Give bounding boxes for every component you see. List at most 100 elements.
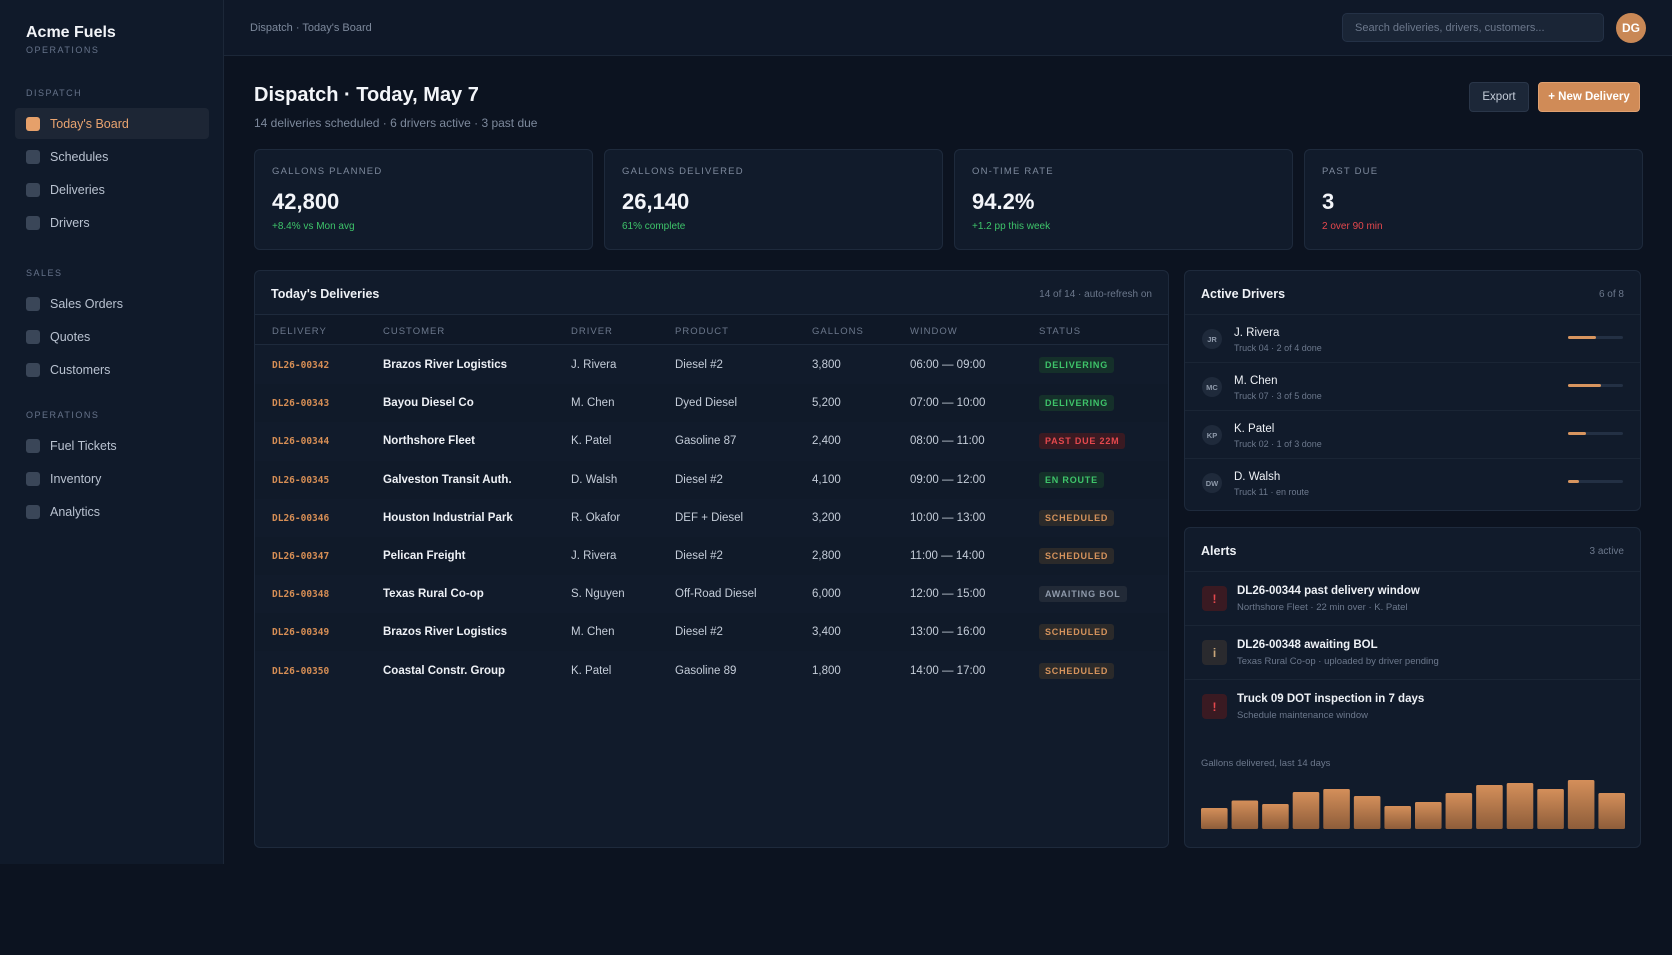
alert-item[interactable]: i DL26-00348 awaiting BOL Texas Rural Co-o… — [1185, 625, 1640, 679]
customer-name: Houston Industrial Park — [383, 511, 513, 524]
product-name: Diesel #2 — [675, 626, 723, 639]
page-subtitle: 14 deliveries scheduled · 6 drivers acti… — [254, 116, 538, 130]
col-driver[interactable]: DRIVER — [571, 326, 613, 337]
warning-icon: ! — [1202, 586, 1227, 611]
product-name: Off-Road Diesel — [675, 588, 757, 601]
table-row[interactable]: DL26-00347 Pelican Freight J. Rivera Diesel… — [255, 537, 1168, 575]
driver-progress-bar — [1568, 336, 1623, 339]
window-value: 06:00 — 09:00 — [910, 359, 986, 371]
col-customer[interactable]: CUSTOMER — [383, 326, 446, 337]
sidebar-item-label: Analytics — [50, 504, 101, 519]
delivery-id[interactable]: DL26-00348 — [272, 589, 330, 601]
driver-name: K. Patel — [1234, 423, 1275, 435]
driver-row[interactable]: DW D. Walsh Truck 11 · en route — [1185, 458, 1640, 505]
alert-title: DL26-00344 past delivery window — [1237, 585, 1420, 597]
driver-row[interactable]: JR J. Rivera Truck 04 · 2 of 4 done — [1185, 314, 1640, 361]
table-row[interactable]: DL26-00343 Bayou Diesel Co M. Chen Dyed Die… — [255, 384, 1168, 423]
product-name: Dyed Diesel — [675, 397, 737, 410]
delivery-id[interactable]: DL26-00344 — [272, 436, 330, 448]
table-row[interactable]: DL26-00344 Northshore Fleet K. Patel Gasoli… — [255, 422, 1168, 460]
delivery-id[interactable]: DL26-00349 — [272, 627, 330, 639]
table-row[interactable]: DL26-00348 Texas Rural Co-op S. Nguyen Off-… — [255, 575, 1168, 613]
alerts-meta: 3 active — [1589, 546, 1624, 557]
col-status[interactable]: STATUS — [1039, 326, 1082, 337]
driver-name: M. Chen — [571, 626, 615, 639]
sidebar-item-label: Quotes — [50, 329, 91, 344]
col-product[interactable]: PRODUCT — [675, 326, 729, 337]
deliveries-meta: 14 of 14 · auto-refresh on — [1039, 289, 1152, 300]
sidebar-item-label: Fuel Tickets — [50, 438, 117, 453]
delivery-id[interactable]: DL26-00345 — [272, 474, 330, 486]
alert-detail: Texas Rural Co-op · uploaded by driver p… — [1237, 656, 1439, 667]
nav-section-operations: OPERATIONS Fuel Tickets Inventory Analytics — [0, 410, 224, 529]
sidebar-item-today-s-board[interactable]: Today's Board — [15, 108, 209, 139]
drivers-title: Active Drivers — [1201, 287, 1286, 301]
driver-progress-bar — [1568, 432, 1623, 435]
product-name: DEF + Diesel — [675, 511, 744, 524]
driver-name: M. Chen — [571, 397, 615, 410]
export-button[interactable]: Export — [1469, 82, 1529, 112]
alerts-panel: Alerts 3 active ! DL26-00344 past deliver… — [1184, 527, 1641, 848]
nav-square-icon — [26, 182, 40, 197]
sparkline-label: Gallons delivered, last 14 days — [1201, 758, 1331, 769]
window-value: 10:00 — 13:00 — [910, 511, 986, 524]
delivery-id[interactable]: DL26-00343 — [272, 398, 330, 410]
alert-item[interactable]: ! DL26-00344 past delivery window Northsho… — [1185, 571, 1640, 625]
sidebar-item-analytics[interactable]: Analytics — [15, 496, 209, 527]
gallons-value: 3,800 — [812, 359, 841, 371]
deliveries-title: Today's Deliveries — [271, 287, 380, 301]
sidebar: Acme Fuels OPERATIONS DISPATCH Today's Bo… — [0, 0, 224, 864]
gallons-value: 6,000 — [812, 588, 841, 601]
table-row[interactable]: DL26-00349 Brazos River Logistics M. Chen D… — [255, 613, 1168, 652]
table-row[interactable]: DL26-00350 Coastal Constr. Group K. Patel G… — [255, 652, 1168, 690]
col-gallons[interactable]: GALLONS — [812, 326, 864, 337]
driver-row[interactable]: MC M. Chen Truck 07 · 3 of 5 done — [1185, 362, 1640, 409]
delivery-id[interactable]: DL26-00347 — [272, 551, 330, 562]
driver-name: D. Walsh — [1234, 471, 1281, 483]
sidebar-item-label: Schedules — [50, 149, 109, 164]
sidebar-item-sales-orders[interactable]: Sales Orders — [15, 288, 209, 319]
delivery-id[interactable]: DL26-00346 — [272, 512, 330, 524]
kpi-card: ON-TIME RATE 94.2% +1.2 pp this week — [954, 149, 1293, 250]
sidebar-item-label: Today's Board — [50, 116, 129, 131]
delivery-id[interactable]: DL26-00350 — [272, 665, 330, 677]
alert-title: DL26-00348 awaiting BOL — [1237, 639, 1378, 651]
kpi-label: GALLONS PLANNED — [272, 166, 383, 177]
breadcrumb[interactable]: Dispatch · Today's Board — [250, 22, 372, 34]
table-row[interactable]: DL26-00346 Houston Industrial Park R. Okaf… — [255, 499, 1168, 537]
col-delivery[interactable]: DELIVERY — [272, 326, 327, 337]
driver-name: M. Chen — [1234, 375, 1278, 387]
driver-name: D. Walsh — [571, 473, 618, 486]
nav-heading: DISPATCH — [26, 88, 83, 98]
brand: Acme Fuels OPERATIONS — [26, 24, 116, 55]
nav-square-icon — [26, 471, 40, 486]
sidebar-item-quotes[interactable]: Quotes — [15, 321, 209, 352]
sidebar-item-drivers[interactable]: Drivers — [15, 207, 209, 238]
driver-row[interactable]: KP K. Patel Truck 02 · 1 of 3 done — [1185, 410, 1640, 457]
spark-bar — [1262, 804, 1289, 829]
product-name: Gasoline 89 — [675, 664, 737, 677]
spark-bar — [1445, 793, 1473, 829]
sidebar-item-schedules[interactable]: Schedules — [15, 141, 209, 172]
table-row[interactable]: DL26-00345 Galveston Transit Auth. D. Wals… — [255, 460, 1168, 499]
delivery-id[interactable]: DL26-00342 — [272, 360, 330, 371]
alert-detail: Northshore Fleet · 22 min over · K. Pate… — [1237, 602, 1408, 613]
kpi-value: 26,140 — [622, 189, 690, 214]
sidebar-item-inventory[interactable]: Inventory — [15, 463, 209, 494]
kpi-value: 42,800 — [272, 189, 340, 214]
sidebar-item-deliveries[interactable]: Deliveries — [15, 174, 209, 205]
driver-detail: Truck 04 · 2 of 4 done — [1234, 343, 1322, 353]
sidebar-item-customers[interactable]: Customers — [15, 354, 209, 385]
table-row[interactable]: DL26-00342 Brazos River Logistics J. River… — [255, 346, 1168, 384]
info-icon: i — [1202, 640, 1227, 665]
user-avatar[interactable]: DG — [1616, 13, 1646, 43]
spark-bar — [1537, 789, 1564, 829]
kpi-value: 3 — [1322, 189, 1335, 214]
kpi-card: GALLONS PLANNED 42,800 +8.4% vs Mon avg — [254, 149, 593, 250]
sidebar-item-fuel-tickets[interactable]: Fuel Tickets — [15, 430, 209, 461]
product-name: Diesel #2 — [675, 550, 723, 562]
search-input[interactable] — [1342, 13, 1604, 42]
col-window[interactable]: WINDOW — [910, 326, 958, 337]
alert-item[interactable]: ! Truck 09 DOT inspection in 7 days Schedu… — [1185, 679, 1640, 733]
new-delivery-button[interactable]: + New Delivery — [1538, 82, 1640, 112]
